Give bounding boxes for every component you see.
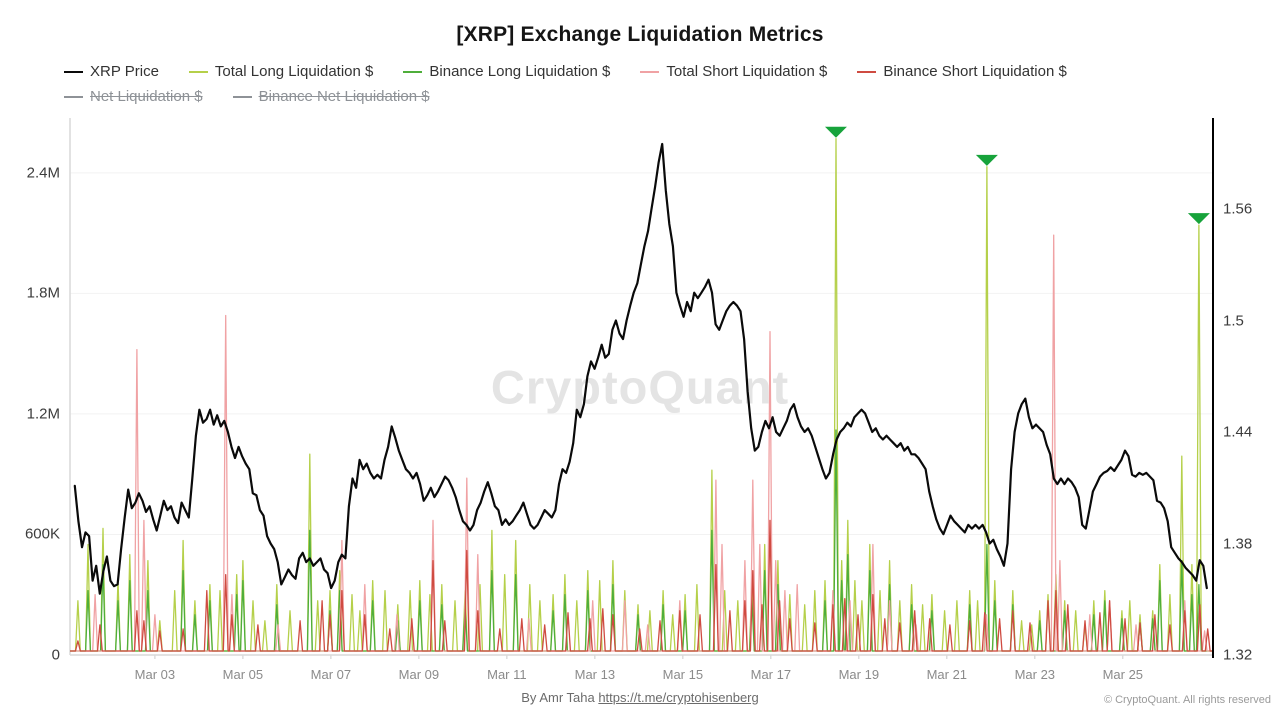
x-tick-label: Mar 23 — [1014, 667, 1056, 682]
byline-telegram-link[interactable]: https://t.me/cryptohisenberg — [598, 690, 759, 705]
y-left-tick-label: 600K — [24, 525, 60, 543]
y-right-tick-label: 1.38 — [1223, 535, 1253, 552]
series-total-short-liquidation — [70, 234, 1213, 652]
spike-marker-triangle-icon — [824, 126, 847, 138]
legend-swatch-icon — [857, 71, 877, 73]
legend-swatch-icon — [64, 71, 83, 73]
y-left-tick-label: 1.2M — [26, 405, 60, 423]
x-tick-label: Mar 09 — [398, 667, 440, 682]
x-tick-label: Mar 19 — [838, 667, 880, 682]
legend-label: Total Short Liquidation $ — [666, 63, 828, 80]
legend-swatch-icon — [188, 71, 208, 73]
byline-author: By Amr Taha — [521, 690, 599, 705]
x-tick-label: Mar 05 — [222, 667, 264, 682]
x-tick-label: Mar 15 — [662, 667, 704, 682]
footer-copyright: © CryptoQuant. All rights reserved — [1103, 694, 1271, 706]
legend-item-binance-short-liquidation[interactable]: Binance Short Liquidation $ — [857, 62, 1067, 82]
y-right-tick-label: 1.56 — [1223, 200, 1253, 218]
x-tick-label: Mar 11 — [487, 667, 527, 682]
legend-label: Binance Long Liquidation $ — [429, 63, 611, 80]
series-binance-long-liquidation — [70, 429, 1213, 652]
x-tick-label: Mar 25 — [1102, 667, 1144, 682]
x-tick-label: Mar 07 — [310, 667, 352, 682]
series-binance-short-liquidation — [70, 519, 1213, 652]
spike-marker-triangle-icon — [975, 154, 998, 166]
footer-byline: By Amr Taha https://t.me/cryptohisenberg — [0, 690, 1280, 705]
legend-item-binance-net-liquidation[interactable]: Binance Net Liquidation $ — [232, 87, 430, 107]
legend-swatch-icon — [403, 71, 423, 73]
y-left-tick-label: 2.4M — [26, 164, 60, 182]
y-left-tick-label: 1.8M — [26, 284, 60, 302]
legend-swatch-icon — [64, 96, 83, 98]
legend-label: Net Liquidation $ — [90, 88, 203, 105]
cryptoquant-watermark: CryptoQuant — [490, 360, 790, 414]
legend-label: Total Long Liquidation $ — [214, 63, 374, 80]
legend-item-total-short-liquidation[interactable]: Total Short Liquidation $ — [640, 62, 827, 82]
series-total-long-liquidation — [70, 138, 1213, 652]
y-right-tick-label: 1.44 — [1223, 423, 1253, 441]
chart-title: [XRP] Exchange Liquidation Metrics — [456, 23, 824, 46]
y-right-tick-label: 1.5 — [1223, 312, 1244, 330]
series-xrp-price — [73, 142, 1208, 595]
x-tick-label: Mar 21 — [926, 667, 968, 682]
legend-label: Binance Short Liquidation $ — [883, 63, 1067, 80]
legend-label: Binance Net Liquidation $ — [258, 88, 430, 105]
x-tick-label: Mar 13 — [574, 667, 616, 682]
legend-item-binance-long-liquidation[interactable]: Binance Long Liquidation $ — [403, 62, 610, 82]
legend-swatch-icon — [640, 71, 660, 73]
legend-swatch-icon — [232, 96, 252, 98]
spike-marker-triangle-icon — [1187, 213, 1210, 225]
x-tick-label: Mar 03 — [134, 667, 176, 682]
legend-item-net-liquidation[interactable]: Net Liquidation $ — [64, 87, 203, 107]
y-right-tick-label: 1.32 — [1223, 646, 1253, 664]
x-tick-label: Mar 17 — [750, 667, 792, 682]
legend-item-total-long-liquidation[interactable]: Total Long Liquidation $ — [188, 62, 374, 82]
legend-label: XRP Price — [90, 63, 159, 80]
legend: XRP Price Total Long Liquidation $ Binance… — [64, 62, 1224, 107]
y-left-tick-label: 0 — [51, 646, 60, 664]
legend-item-xrp-price[interactable]: XRP Price — [64, 62, 159, 82]
